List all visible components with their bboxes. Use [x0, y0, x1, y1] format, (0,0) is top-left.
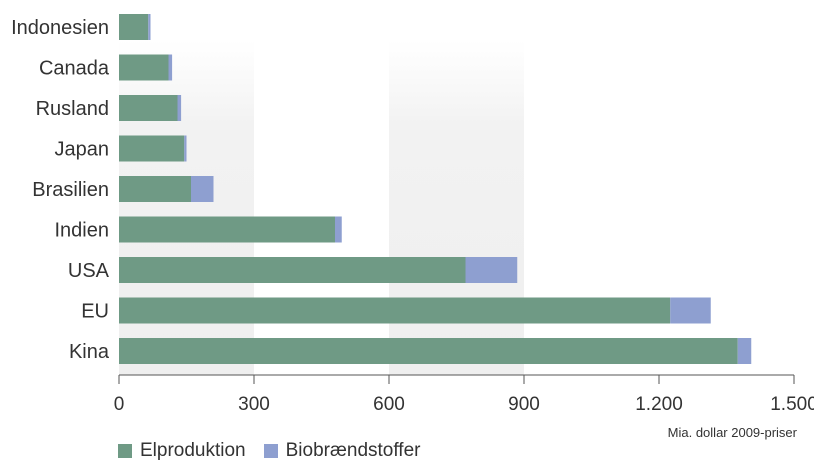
bar-elproduktion	[119, 95, 178, 121]
background-bands	[119, 40, 524, 375]
x-tick-label: 300	[238, 394, 270, 415]
legend-swatch	[118, 444, 132, 458]
category-label: Kina	[69, 341, 110, 363]
bar-biobraendstoffer	[335, 216, 342, 243]
category-label: Japan	[55, 139, 110, 161]
chart-canvas: 0 300 600 900 1.200 1.500 Indonesien Canada Rus…	[11, 14, 814, 440]
category-labels: Indonesien Canada Rusland Japan Brasilien Ind…	[11, 17, 110, 363]
bar-biobraendstoffer	[148, 14, 151, 40]
bar-biobraendstoffer	[737, 338, 752, 364]
category-label: EU	[81, 301, 109, 323]
category-label: Brasilien	[32, 179, 109, 201]
category-label: Canada	[39, 58, 110, 80]
x-axis: 0 300 600 900 1.200 1.500	[114, 374, 814, 415]
bar-elproduktion	[119, 338, 738, 364]
bar-elproduktion	[119, 297, 671, 324]
x-tick-label: 1.200	[635, 394, 683, 415]
category-label: USA	[68, 260, 110, 282]
bar-elproduktion	[119, 14, 149, 40]
x-tick-label: 1.500	[770, 394, 814, 415]
category-label: Rusland	[36, 98, 109, 120]
bars-group	[119, 14, 752, 364]
x-tick-label: 600	[373, 394, 405, 415]
bar-biobraendstoffer	[191, 176, 214, 202]
bar-biobraendstoffer	[177, 95, 182, 121]
legend-swatch	[263, 444, 278, 458]
background-band	[389, 40, 524, 375]
bar-elproduktion	[119, 54, 169, 81]
bar-elproduktion	[119, 257, 466, 283]
legend-label: Elproduktion	[140, 440, 246, 461]
bar-biobraendstoffer	[184, 135, 187, 162]
bar-biobraendstoffer	[168, 54, 173, 81]
bar-biobraendstoffer	[670, 297, 711, 324]
x-tick-label: 900	[508, 394, 540, 415]
category-label: Indien	[55, 220, 110, 242]
bar-elproduktion	[119, 216, 335, 243]
bar-elproduktion	[119, 176, 191, 202]
x-axis-label: Mia. dollar 2009-priser	[668, 425, 798, 440]
background-band	[119, 40, 254, 375]
bar-biobraendstoffer	[465, 257, 518, 283]
bar-elproduktion	[119, 135, 185, 162]
legend: Elproduktion Biobrændstoffer	[118, 440, 438, 462]
legend-label: Biobrændstoffer	[285, 440, 421, 461]
category-label: Indonesien	[11, 17, 109, 39]
x-tick-label: 0	[114, 394, 125, 415]
legend-item-elproduktion: Elproduktion	[118, 440, 246, 462]
legend-item-biobraendstoffer: Biobrændstoffer	[263, 440, 421, 462]
